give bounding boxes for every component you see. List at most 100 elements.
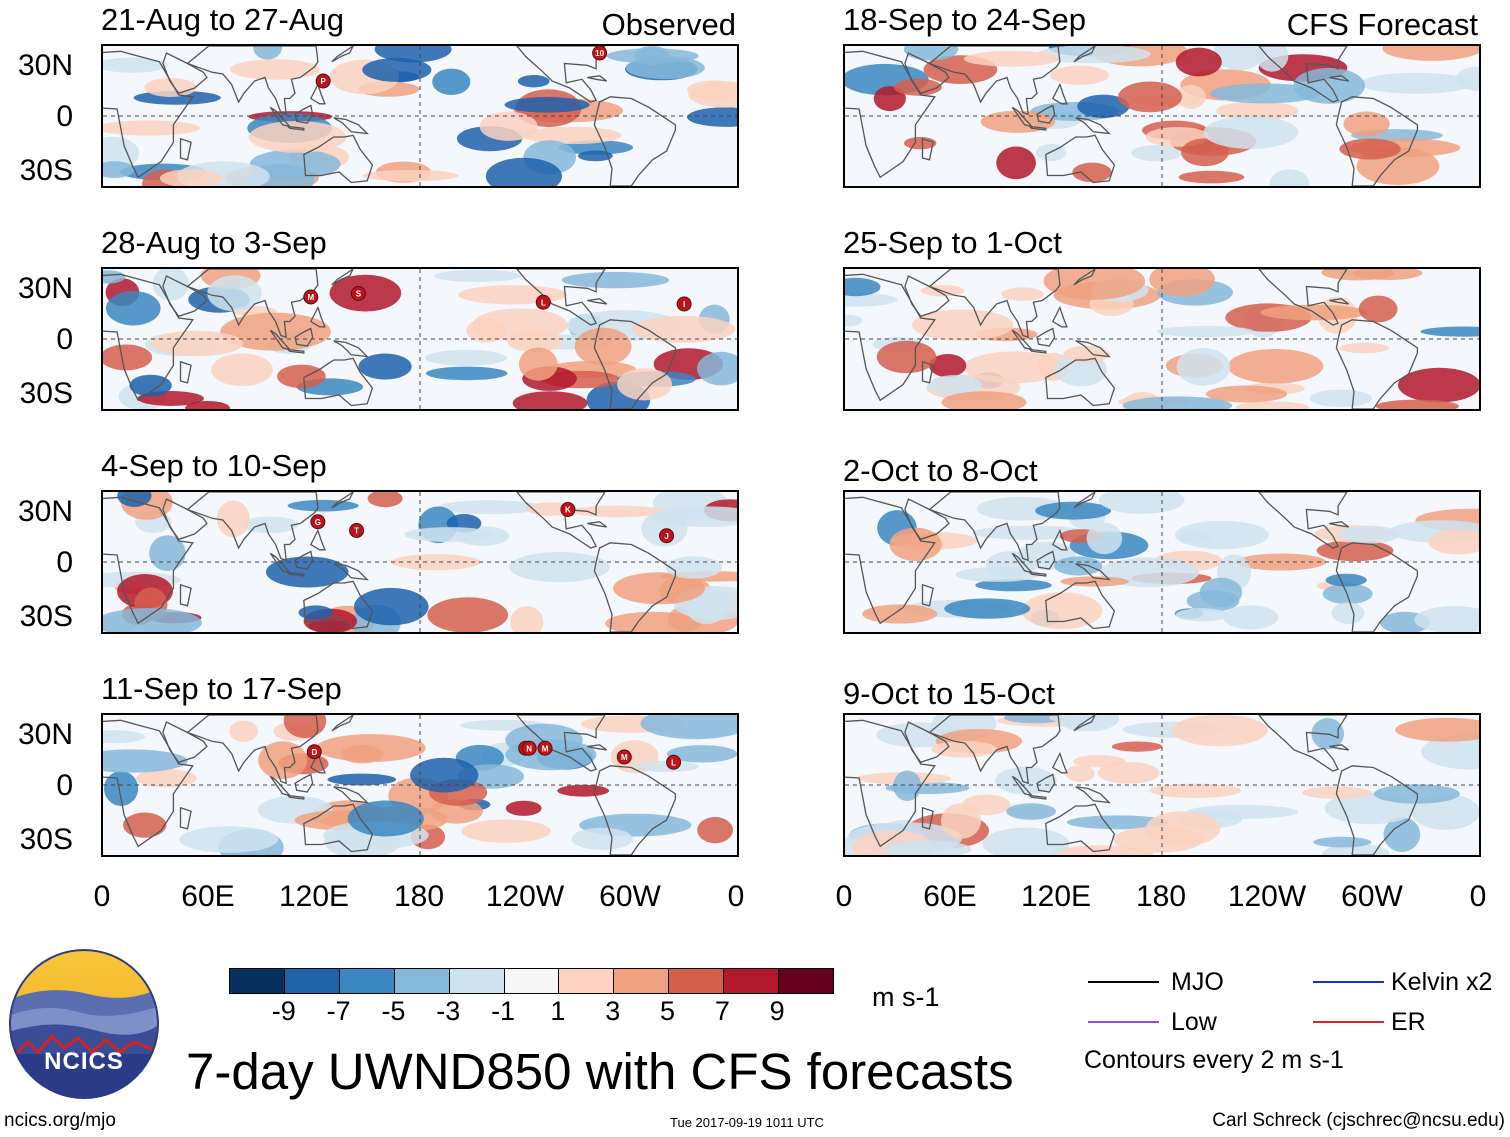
tropical-cyclone-icon: M — [616, 749, 632, 765]
colorbar-swatch — [449, 969, 505, 993]
tropical-cyclone-icon: S — [350, 286, 366, 301]
coastline — [1335, 542, 1419, 632]
easterly-anomaly — [242, 516, 299, 534]
lat-label-30s: 30S — [19, 823, 73, 856]
westerly-anomaly — [479, 111, 538, 141]
colorbar-tick-label: 5 — [660, 996, 676, 1026]
easterly-anomaly — [103, 57, 168, 73]
colorbar-tick-label: 1 — [550, 996, 566, 1026]
lat-label-30n: 30N — [17, 49, 73, 82]
colorbar-tick-label: -7 — [326, 996, 351, 1026]
westerly-anomaly — [940, 803, 982, 839]
panel-title-obs-4: 11-Sep to 17-Sep — [101, 671, 342, 706]
coastline — [1036, 773, 1056, 793]
easterly-anomaly — [509, 552, 610, 583]
coastline — [1051, 528, 1068, 551]
panel-title-obs-3: 4-Sep to 10-Sep — [101, 448, 327, 483]
coastline — [333, 563, 369, 581]
coastline — [845, 273, 936, 402]
legend-kelvin: Kelvin x2 — [1391, 968, 1493, 996]
colorbar-swatch — [779, 969, 833, 993]
coastline — [587, 744, 608, 751]
coastline — [333, 340, 369, 358]
coastline — [516, 46, 606, 103]
coastline — [1258, 715, 1348, 772]
westerly-anomaly — [912, 309, 1014, 341]
coastline — [587, 521, 608, 528]
coastline — [1075, 786, 1111, 804]
coastline — [103, 273, 194, 402]
coastline — [286, 348, 305, 354]
westerly-anomaly — [963, 351, 1065, 384]
easterly-anomaly — [1077, 94, 1130, 118]
colorbar-units: m s-1 — [872, 982, 940, 1012]
source-url[interactable]: ncics.org/mjo — [4, 1110, 116, 1131]
westerly-anomaly — [1181, 138, 1229, 167]
tropical-cyclone-icon: M — [537, 740, 553, 756]
easterly-anomaly — [1123, 396, 1233, 409]
easterly-anomaly — [103, 730, 146, 744]
lon-label-0: 0 — [835, 880, 853, 913]
easterly-anomaly — [358, 353, 412, 380]
coastline — [1073, 46, 1096, 63]
coastline — [286, 571, 305, 577]
easterly-anomaly — [104, 771, 139, 806]
westerly-anomaly — [211, 353, 273, 387]
coastline — [179, 583, 192, 607]
easterly-anomaly — [265, 556, 349, 588]
wind-map: DONMML — [103, 715, 737, 855]
westerly-anomaly — [283, 715, 327, 739]
easterly-anomaly — [1322, 583, 1373, 605]
coastline — [1028, 348, 1047, 354]
westerly-anomaly — [1321, 269, 1395, 281]
coastline — [593, 319, 677, 409]
lon-label-0-end: 0 — [1469, 880, 1487, 913]
storm-label: P — [320, 77, 326, 86]
storm-label: L — [671, 758, 676, 767]
easterly-anomaly — [485, 157, 562, 186]
coastline — [593, 96, 677, 186]
storm-label: G — [315, 518, 321, 527]
westerly-anomaly — [1398, 367, 1479, 403]
coastline — [103, 719, 194, 848]
westerly-anomaly — [1235, 401, 1309, 409]
storm-label: M — [307, 293, 314, 302]
westerly-anomaly — [518, 347, 558, 381]
westerly-anomaly — [1175, 47, 1222, 77]
coastline — [904, 721, 950, 764]
coastline — [845, 496, 936, 625]
tropical-cyclone-icon: G — [310, 514, 326, 530]
lon-label-120w: 120W — [485, 880, 565, 913]
coastline — [904, 275, 950, 318]
colorbar — [229, 968, 834, 994]
colorbar-swatch — [669, 969, 725, 993]
easterly-anomaly — [1049, 715, 1102, 724]
coastline — [1045, 580, 1116, 630]
lon-label-0-end: 0 — [727, 880, 745, 913]
coastline — [1073, 269, 1096, 286]
westerly-anomaly — [996, 146, 1036, 180]
coastline — [179, 360, 192, 384]
westerly-anomaly — [1001, 287, 1044, 301]
coastline — [516, 492, 606, 549]
panel-title-fc-1: 18-Sep to 24-Sep — [843, 2, 1087, 37]
easterly-anomaly — [651, 506, 737, 527]
easterly-anomaly — [1186, 590, 1240, 612]
map-panel-fc-3 — [843, 490, 1481, 634]
easterly-anomaly — [103, 749, 188, 773]
lat-label-30s: 30S — [19, 154, 73, 187]
lon-label-60e: 60E — [181, 880, 235, 913]
lat-label-30s: 30S — [19, 377, 73, 410]
westerly-anomaly — [123, 812, 167, 838]
coastline — [186, 492, 319, 562]
coastline — [928, 492, 1061, 562]
coastline — [1028, 571, 1047, 577]
legend-mjo: MJO — [1171, 968, 1224, 996]
tropical-cyclone-icon: J — [659, 528, 675, 544]
easterly-anomaly — [640, 715, 737, 740]
tropical-cyclone-icon: 10 — [592, 46, 608, 61]
storm-label: M — [621, 753, 628, 762]
tropical-cyclone-icon: P — [315, 73, 331, 89]
coastline — [309, 82, 326, 105]
westerly-anomaly — [1339, 138, 1401, 160]
